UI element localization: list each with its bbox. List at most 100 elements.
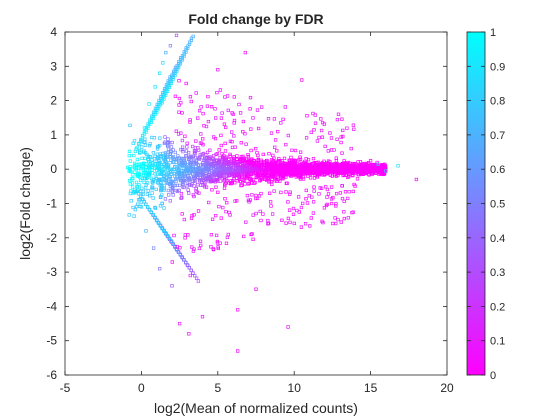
colorbar-tick-label: 0.5 [490, 199, 505, 211]
data-point-cloud [298, 165, 302, 169]
data-point-cloud [205, 104, 210, 108]
data-point-cloud [213, 165, 217, 169]
data-point-cloud [279, 190, 283, 195]
data-point-cloud [163, 135, 167, 139]
data-point-cloud [131, 205, 135, 210]
data-point-cloud [271, 153, 275, 158]
data-point-cloud [319, 117, 323, 121]
y-tick-label: 1 [50, 128, 57, 142]
data-point-cloud [239, 183, 243, 188]
data-point-cloud [313, 121, 318, 125]
data-point-cloud [226, 108, 230, 113]
data-point-cloud [326, 171, 330, 175]
data-point-cloud [291, 206, 296, 211]
data-point-cloud [196, 209, 201, 213]
data-point-cloud [158, 143, 162, 148]
data-point-cloud [178, 171, 182, 175]
data-point-cloud [185, 184, 189, 188]
data-point-cloud [356, 160, 360, 164]
data-point-cloud [154, 187, 158, 192]
data-point-cloud [154, 218, 159, 222]
data-point-cloud [194, 91, 198, 95]
data-point-cloud [349, 146, 353, 151]
data-point-cloud [132, 214, 136, 218]
data-point-cloud [149, 118, 154, 122]
data-point [187, 332, 191, 336]
data-point-cloud [143, 173, 148, 177]
data-point-cloud [162, 97, 166, 101]
data-point-cloud [320, 135, 325, 139]
data-point-cloud [190, 245, 194, 249]
data-point-cloud [246, 154, 251, 159]
data-point-cloud [187, 265, 191, 270]
data-point [139, 205, 144, 209]
data-point-cloud [168, 152, 172, 156]
data-point-cloud [261, 212, 265, 216]
data-point-cloud [165, 155, 169, 159]
data-point-cloud [143, 168, 148, 172]
data-point-cloud [131, 176, 135, 181]
data-point-cloud [189, 268, 193, 272]
data-point-cloud [138, 148, 142, 153]
data-point-cloud [135, 145, 139, 150]
data-point-cloud [169, 145, 174, 149]
data-point-cloud [193, 149, 198, 154]
data-point-cloud [176, 249, 180, 254]
data-point-cloud [345, 126, 349, 130]
data-point-cloud [135, 174, 140, 178]
data-point-cloud [349, 164, 353, 168]
x-tick-label: 15 [364, 381, 378, 395]
colorbar-tick-label: 1 [490, 27, 496, 39]
data-point-cloud [173, 183, 177, 188]
data-point-cloud [177, 171, 182, 175]
data-point-cloud [128, 179, 132, 183]
data-point-cloud [158, 204, 163, 208]
data-point-cloud [219, 133, 223, 138]
data-point-cloud [288, 172, 292, 176]
chart-title: Fold change by FDR [188, 11, 323, 27]
data-point-cloud [298, 150, 303, 154]
data-point-cloud [221, 159, 226, 163]
data-point-cloud [241, 130, 245, 134]
data-point [132, 153, 136, 158]
data-point-cloud [266, 218, 270, 223]
data-point-cloud [150, 191, 154, 195]
data-point-cloud [187, 177, 191, 182]
data-point-cloud [266, 222, 270, 226]
data-point-cloud [340, 151, 344, 155]
data-point-cloud [328, 131, 332, 135]
data-point-cloud [353, 162, 357, 166]
data-point-cloud [347, 174, 351, 179]
data-point-cloud [182, 52, 186, 56]
colorbar-tick-label: 0.8 [490, 96, 505, 108]
data-point-cloud [142, 180, 146, 185]
y-axis-ticks: -6 -5 -4 -3 -2 -1 0 1 2 3 4 [46, 25, 447, 382]
data-point-cloud [147, 207, 151, 212]
data-point-cloud [326, 149, 330, 153]
data-point-cloud [332, 169, 336, 174]
data-point-cloud [196, 279, 201, 283]
data-point-cloud [331, 221, 335, 226]
data-point-cloud [167, 193, 171, 197]
data-point-cloud [216, 179, 220, 183]
data-point-cloud [283, 172, 288, 176]
data-point-cloud [128, 159, 132, 163]
data-point-cloud [284, 190, 288, 194]
colorbar-tick-label: 0.1 [490, 336, 505, 348]
data-point-cloud [369, 168, 373, 172]
data-point-cloud [127, 149, 132, 154]
data-point-cloud [276, 177, 281, 182]
data-point-cloud [183, 160, 187, 165]
data-point-cloud [153, 205, 157, 210]
data-point-cloud [204, 166, 208, 171]
data-point-cloud [279, 168, 284, 172]
data-point-cloud [197, 109, 202, 113]
y-tick-label: -2 [46, 231, 57, 245]
data-point-cloud [350, 170, 354, 174]
data-point-cloud [246, 182, 251, 186]
data-point-cloud [179, 101, 183, 105]
data-point-cloud [137, 162, 141, 166]
colorbar-tick-label: 0 [490, 370, 496, 382]
x-tick-label: -5 [60, 381, 71, 395]
